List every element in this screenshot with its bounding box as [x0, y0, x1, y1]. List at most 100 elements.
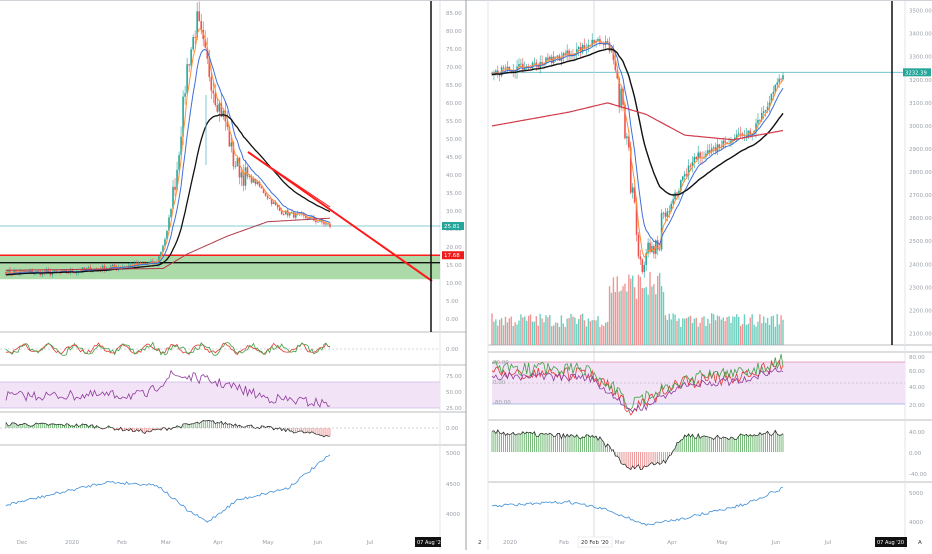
- volume-bar: [566, 318, 568, 345]
- candle: [166, 230, 168, 240]
- candle: [307, 218, 309, 220]
- candle: [208, 58, 211, 78]
- volume-bar: [524, 316, 526, 345]
- y-tick-label: 2900.00: [909, 147, 932, 153]
- volume-bar: [734, 316, 736, 345]
- candle: [749, 130, 752, 135]
- hist-y-tick: 0.00: [909, 451, 922, 457]
- volume-bar: [726, 317, 728, 345]
- candle: [232, 142, 235, 167]
- volume-bar: [749, 317, 751, 345]
- candle: [168, 217, 170, 231]
- volume-bar: [606, 321, 609, 345]
- candle: [55, 270, 58, 272]
- candle: [691, 162, 694, 167]
- left-chart[interactable]: 85.00 80.00 75.00 70.00 65.00 60.00 55.00 50.00…: [0, 0, 466, 550]
- volume-bar: [693, 318, 696, 345]
- candle: [726, 142, 728, 144]
- volume-bar: [741, 324, 744, 345]
- candle: [774, 84, 777, 92]
- candle: [747, 130, 750, 135]
- candle: [510, 70, 513, 72]
- candle: [676, 192, 678, 194]
- volume-bar: [500, 318, 503, 345]
- volume-bar: [764, 322, 767, 345]
- volume-bar: [766, 317, 769, 345]
- volume-bar: [499, 319, 501, 345]
- candle: [766, 106, 769, 110]
- candle: [198, 11, 200, 22]
- volume-bar: [722, 317, 724, 345]
- volume-bar: [527, 315, 530, 345]
- volume-bar: [774, 326, 776, 345]
- volume-bar: [695, 317, 697, 345]
- candle: [254, 178, 257, 184]
- candle: [628, 136, 630, 148]
- candle: [190, 49, 192, 66]
- candle: [188, 64, 190, 66]
- ma-fast-line: [5, 28, 331, 276]
- y-tick-label: 15.00: [446, 263, 462, 269]
- hist-outline: [491, 429, 784, 471]
- volume-bar: [593, 319, 595, 345]
- candle: [111, 264, 114, 267]
- candle: [278, 207, 281, 211]
- candle: [67, 272, 70, 274]
- candle: [776, 82, 779, 85]
- candle: [242, 172, 245, 186]
- volume-bar: [680, 326, 682, 345]
- y-tick-label: 2600.00: [909, 216, 932, 222]
- volume-bar: [497, 325, 499, 345]
- volume-bar: [732, 316, 734, 345]
- volume-bar: [520, 314, 522, 345]
- hist-outline: [5, 420, 331, 438]
- candle: [204, 39, 207, 48]
- volume-bar: [572, 316, 574, 345]
- volume-bar: [599, 326, 601, 345]
- candle: [718, 144, 721, 148]
- rsi-y-tick: 60.00: [909, 369, 925, 375]
- y-tick-label: 20.00: [446, 245, 462, 251]
- x-tick-label: Mar: [161, 540, 172, 546]
- candle: [545, 57, 547, 64]
- candle: [212, 90, 215, 94]
- candle: [618, 78, 620, 108]
- volume-bar: [763, 316, 765, 345]
- volume-bar: [710, 313, 713, 345]
- candle: [583, 45, 586, 48]
- candle: [260, 186, 263, 189]
- volume-bar: [658, 272, 661, 345]
- rsi-line: [491, 367, 784, 413]
- candle: [656, 240, 659, 250]
- volume-bar: [514, 322, 516, 345]
- volume-bar: [664, 315, 667, 345]
- candle: [504, 68, 507, 70]
- volume-bar: [568, 317, 570, 345]
- volume-bar: [668, 313, 670, 345]
- candle: [668, 211, 671, 213]
- candle: [218, 103, 221, 112]
- ma-mid-line: [491, 42, 784, 246]
- candle: [317, 221, 319, 223]
- ma-200-line: [5, 217, 331, 271]
- x-tick-label: Apr: [667, 540, 677, 546]
- candle: [680, 180, 682, 191]
- candle: [244, 167, 247, 186]
- candle: [210, 77, 213, 91]
- volume-bar: [612, 277, 615, 345]
- volume-bar: [549, 315, 551, 345]
- candle: [610, 48, 613, 52]
- y-tick-label: 2200.00: [909, 308, 932, 314]
- volume-bar: [768, 324, 771, 345]
- volume-bar: [551, 326, 553, 345]
- right-chart[interactable]: 3500.00 3400.00 3300.00 3200.00 3100.00 3000.…: [478, 0, 932, 550]
- candle: [734, 137, 736, 140]
- a-marker: A: [918, 540, 922, 546]
- volume-bar: [753, 324, 755, 345]
- candle: [47, 270, 50, 272]
- candle: [778, 78, 780, 83]
- candle: [170, 208, 172, 218]
- volume-bar: [531, 321, 534, 345]
- candle: [768, 102, 771, 107]
